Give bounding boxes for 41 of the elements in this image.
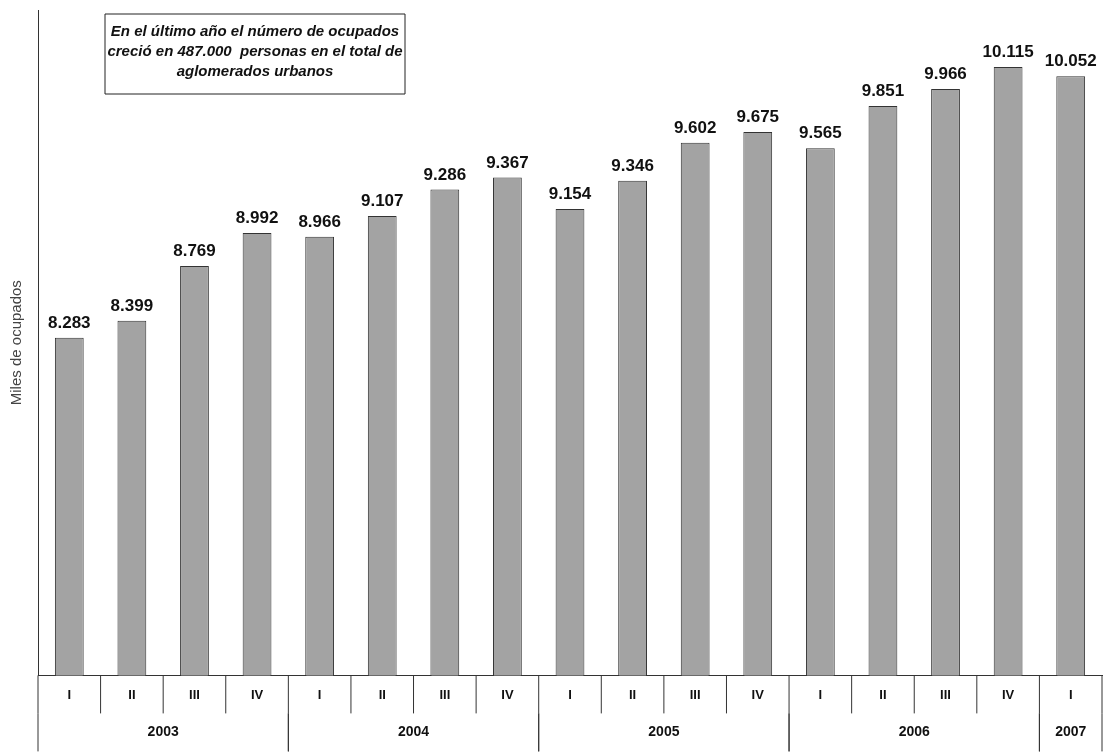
- x-tick-label: I: [67, 686, 72, 702]
- data-label: 8.399: [110, 295, 154, 315]
- text: 2005: [648, 723, 680, 740]
- data-label: 8.992: [235, 208, 279, 228]
- text: 2004: [397, 723, 430, 740]
- x-tick-label: I: [1068, 686, 1073, 702]
- x-tick-label: III: [689, 686, 701, 702]
- data-label: 9.367: [486, 152, 529, 172]
- data-label: 9.851: [861, 81, 905, 101]
- y-axis-title: Miles de ocupados: [7, 280, 25, 406]
- data-label: 10.115: [982, 42, 1034, 62]
- data-label: 9.286: [423, 164, 467, 184]
- data-label: 9.966: [924, 64, 967, 84]
- x-tick-label: I: [818, 686, 823, 702]
- x-tick-label: IV: [751, 686, 765, 702]
- annotation: En el último año el número de ocupados creció en 487.000 personas en el total de aglomerados urbanos: [107, 21, 403, 79]
- data-label: 9.675: [736, 107, 780, 127]
- x-tick-label: III: [189, 686, 200, 702]
- data-label: 10.052: [1044, 51, 1097, 71]
- x-tick-label: I: [317, 686, 322, 702]
- data-label: 9.107: [360, 191, 404, 211]
- x-tick-label: II: [628, 686, 637, 702]
- data-label: 9.154: [548, 184, 592, 204]
- text: 2003: [147, 723, 179, 740]
- data-label: 9.602: [673, 117, 717, 137]
- data-label: 8.283: [48, 313, 91, 333]
- x-tick-label: II: [378, 686, 386, 702]
- x-tick-label: III: [439, 686, 451, 702]
- data-label: 9.565: [799, 123, 842, 143]
- x-tick-label: IV: [501, 686, 514, 702]
- x-tick-label: II: [879, 686, 887, 702]
- x-tick-label: IV: [250, 686, 264, 702]
- x-tick-label: II: [128, 686, 136, 702]
- text: 2006: [898, 723, 931, 740]
- x-tick-label: III: [940, 686, 951, 702]
- x-tick-label: I: [568, 686, 572, 702]
- data-label: 8.966: [298, 212, 341, 232]
- x-tick-label: IV: [1001, 686, 1015, 702]
- data-label: 9.346: [611, 155, 654, 175]
- data-label: 8.769: [173, 241, 216, 261]
- text: 2007: [1055, 723, 1087, 740]
